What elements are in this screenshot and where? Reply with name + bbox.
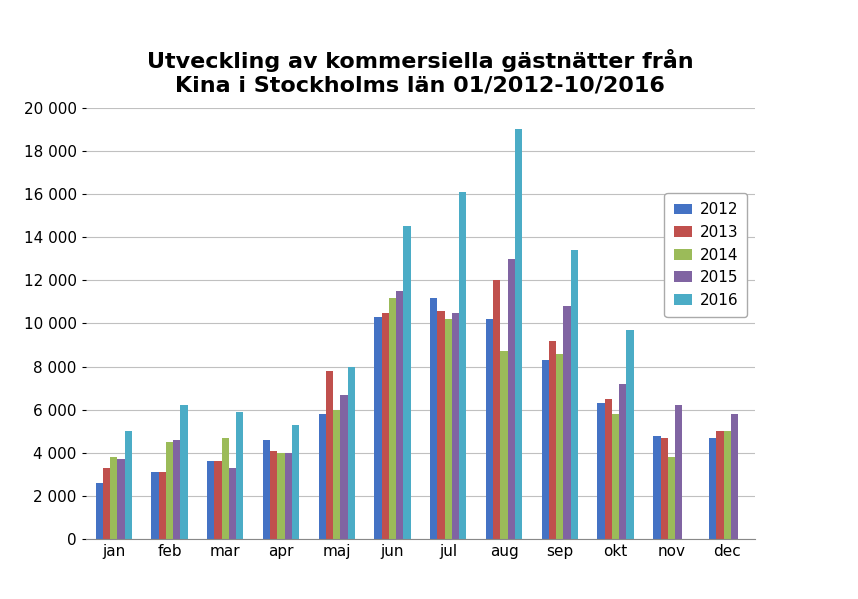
Bar: [277, 453, 285, 539]
Legend: 2012, 2013, 2014, 2015, 2016: 2012, 2013, 2014, 2015, 2016: [664, 193, 747, 317]
Bar: [103, 468, 110, 539]
Bar: [166, 442, 173, 539]
Bar: [118, 459, 124, 539]
Bar: [180, 406, 188, 539]
Bar: [668, 457, 675, 539]
Bar: [124, 431, 132, 539]
Bar: [341, 395, 347, 539]
Bar: [236, 412, 244, 539]
Bar: [438, 310, 444, 539]
Bar: [382, 313, 389, 539]
Bar: [285, 453, 292, 539]
Bar: [326, 371, 333, 539]
Bar: [207, 461, 214, 539]
Bar: [716, 431, 723, 539]
Bar: [541, 360, 549, 539]
Bar: [619, 384, 626, 539]
Bar: [653, 435, 661, 539]
Bar: [270, 450, 277, 539]
Bar: [389, 298, 396, 539]
Bar: [612, 414, 619, 539]
Bar: [452, 313, 459, 539]
Bar: [571, 250, 578, 539]
Bar: [549, 341, 556, 539]
Bar: [515, 129, 523, 539]
Bar: [597, 403, 605, 539]
Bar: [292, 425, 299, 539]
Bar: [626, 330, 634, 539]
Bar: [396, 291, 403, 539]
Bar: [263, 440, 270, 539]
Bar: [709, 438, 716, 539]
Bar: [444, 319, 452, 539]
Bar: [95, 483, 103, 539]
Bar: [564, 306, 571, 539]
Bar: [486, 319, 493, 539]
Bar: [173, 440, 180, 539]
Title: Utveckling av kommersiella gästnätter från
Kina i Stockholms län 01/2012-10/2016: Utveckling av kommersiella gästnätter fr…: [147, 49, 694, 95]
Bar: [333, 410, 341, 539]
Bar: [403, 226, 411, 539]
Bar: [508, 259, 515, 539]
Bar: [731, 414, 738, 539]
Bar: [110, 457, 118, 539]
Bar: [675, 406, 682, 539]
Bar: [661, 438, 668, 539]
Bar: [229, 468, 236, 539]
Bar: [493, 280, 500, 539]
Bar: [459, 192, 467, 539]
Bar: [214, 461, 221, 539]
Bar: [159, 472, 166, 539]
Bar: [430, 298, 438, 539]
Bar: [374, 317, 382, 539]
Bar: [151, 472, 159, 539]
Bar: [605, 399, 612, 539]
Bar: [318, 414, 326, 539]
Bar: [556, 353, 564, 539]
Bar: [347, 367, 355, 539]
Bar: [221, 438, 229, 539]
Bar: [500, 352, 508, 539]
Bar: [723, 431, 731, 539]
